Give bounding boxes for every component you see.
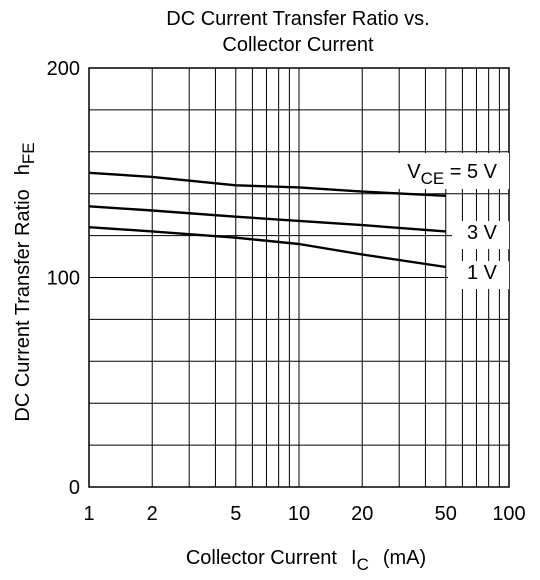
y-tick-labels: 0 100 200 (47, 58, 80, 499)
x-axis-symbol: I (351, 547, 357, 569)
series-line (88, 205, 446, 233)
y-axis-label: DC Current Transfer Ratio (12, 189, 34, 421)
y-tick-label: 0 (69, 477, 80, 499)
series-line (88, 226, 446, 269)
x-axis-title: Collector Current IC (mA) (186, 547, 426, 574)
grid (89, 68, 509, 487)
chart-title-line-2: Collector Current (222, 34, 374, 56)
x-tick-label: 2 (147, 503, 158, 525)
x-tick-label: 1 (83, 503, 94, 525)
x-tick-label: 5 (230, 503, 241, 525)
x-tick-label: 50 (435, 503, 457, 525)
y-tick-label: 200 (47, 58, 80, 80)
series-label-background (452, 221, 509, 249)
x-axis-subscript: C (357, 555, 369, 574)
x-axis-label: Collector Current (186, 547, 338, 569)
series-label: 3 V (467, 222, 498, 244)
y-axis-symbol: h (12, 164, 34, 175)
x-tick-label: 20 (351, 503, 373, 525)
series-line (88, 171, 446, 197)
x-tick-labels: 1 2 5 10 20 50 100 (83, 503, 525, 525)
series-labels: VCE = 5 V 3 V 1 V (386, 153, 509, 289)
chart-title-line-1: DC Current Transfer Ratio vs. (166, 8, 429, 30)
y-axis-title: DC Current Transfer Ratio hFE (12, 142, 38, 421)
series-label-background (448, 261, 509, 289)
series-lines (88, 171, 446, 269)
x-tick-label: 10 (288, 503, 310, 525)
y-axis-subscript: FE (19, 142, 38, 164)
series-label: VCE = 5 V (407, 161, 497, 188)
series-label-background (386, 153, 509, 189)
x-axis-unit: (mA) (383, 547, 426, 569)
x-tick-label: 100 (492, 503, 525, 525)
series-label: 1 V (467, 262, 498, 284)
y-tick-label: 100 (47, 268, 80, 290)
